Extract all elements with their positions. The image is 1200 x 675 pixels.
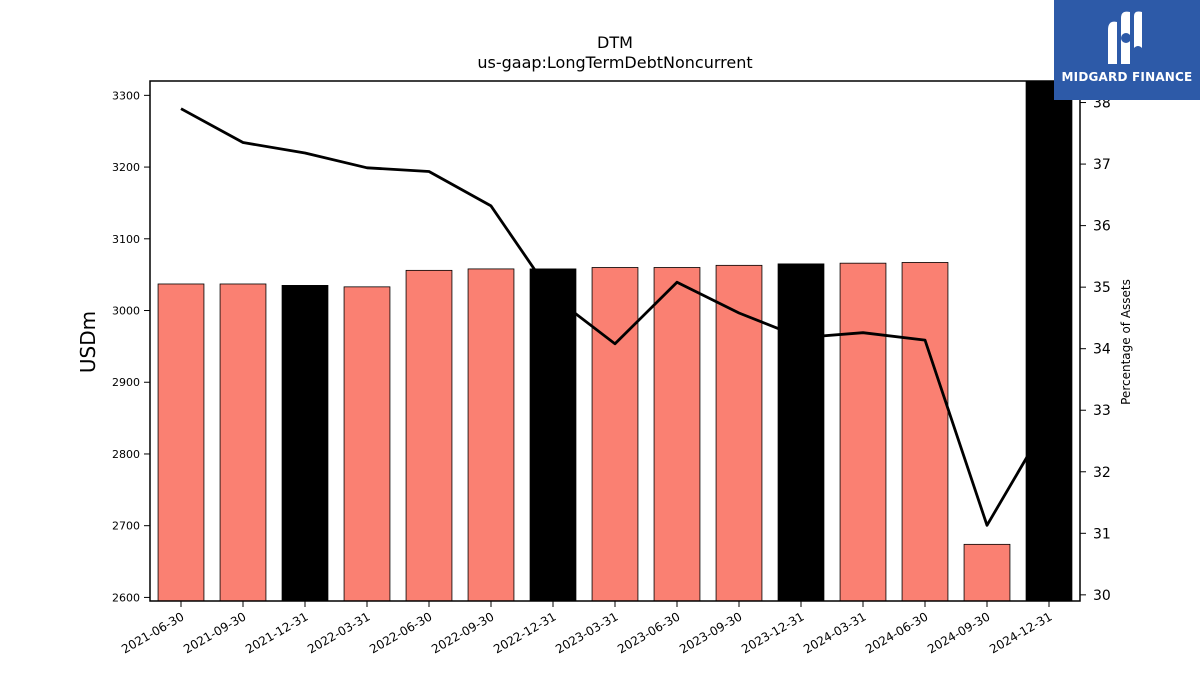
chart-subtitle: us-gaap:LongTermDebtNoncurrent <box>477 53 752 72</box>
chart-title: DTM <box>597 33 633 52</box>
y-tick-label: 3000 <box>112 305 140 318</box>
x-tick-label: 2021-09-30 <box>181 609 248 656</box>
y-tick-label: 3100 <box>112 233 140 246</box>
bar-2023-06-30 <box>653 267 701 602</box>
y2-axis-label: Percentage of Assets <box>1119 279 1133 405</box>
x-tick-label: 2021-12-31 <box>243 609 310 656</box>
brand-mark-icon <box>1108 11 1142 65</box>
x-tick-label: 2021-06-30 <box>119 609 186 656</box>
x-tick-label: 2024-12-31 <box>987 609 1054 656</box>
line-series-layer <box>180 107 1051 527</box>
y2-tick-label: 36 <box>1093 219 1111 235</box>
y-axis-label: USDm <box>76 311 100 373</box>
x-tick-label: 2023-06-30 <box>615 609 682 656</box>
bar-2024-03-31 <box>839 262 887 602</box>
x-tick-label: 2022-03-31 <box>305 609 372 656</box>
x-tick-label: 2022-12-31 <box>491 609 558 656</box>
bar-2022-06-30 <box>405 269 453 602</box>
x-tick-label: 2023-03-31 <box>553 609 620 656</box>
y-tick-label: 3200 <box>112 161 140 174</box>
bar-2022-03-31 <box>343 286 391 602</box>
brand-logo: MIDGARD FINANCE <box>1054 0 1200 100</box>
brand-name: MIDGARD FINANCE <box>1061 70 1193 84</box>
x-tick-label: 2023-09-30 <box>677 609 744 656</box>
y2-tick-label: 35 <box>1093 280 1111 296</box>
bar-2022-09-30 <box>467 268 515 602</box>
x-tick-label: 2023-12-31 <box>739 609 806 656</box>
x-tick-label: 2022-06-30 <box>367 609 434 656</box>
bar-2023-03-31 <box>591 267 639 602</box>
bar-2021-12-31 <box>281 285 329 602</box>
bar-2023-09-30 <box>715 264 763 602</box>
y2-tick-label: 31 <box>1093 526 1111 542</box>
bar-series <box>157 80 1073 602</box>
percentage-line <box>180 107 1051 527</box>
bar-2024-12-31 <box>1025 80 1073 602</box>
bar-2024-09-30 <box>963 543 1011 602</box>
bar-2022-12-31 <box>529 268 577 602</box>
y-tick-label: 2700 <box>112 520 140 533</box>
bar-2024-06-30 <box>901 262 949 602</box>
y-tick-label: 3300 <box>112 89 140 102</box>
y-tick-label: 2900 <box>112 376 140 389</box>
bar-2021-09-30 <box>219 283 267 602</box>
x-tick-label: 2024-09-30 <box>925 609 992 656</box>
y2-tick-label: 34 <box>1093 342 1111 358</box>
y2-tick-label: 30 <box>1093 588 1111 604</box>
bar-2023-12-31 <box>777 263 825 602</box>
y2-tick-label: 37 <box>1093 157 1111 173</box>
y-tick-label: 2600 <box>112 591 140 604</box>
y2-tick-label: 32 <box>1093 465 1111 481</box>
x-tick-label: 2024-06-30 <box>863 609 930 656</box>
bar-2021-06-30 <box>157 283 205 602</box>
x-tick-label: 2022-09-30 <box>429 609 496 656</box>
y2-tick-label: 33 <box>1093 403 1111 419</box>
x-tick-label: 2024-03-31 <box>801 609 868 656</box>
y-tick-label: 2800 <box>112 448 140 461</box>
